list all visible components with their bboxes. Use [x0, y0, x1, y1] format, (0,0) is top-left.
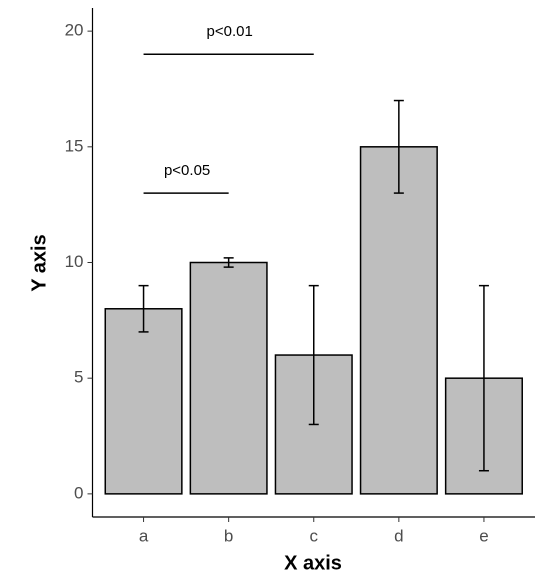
significance-label: p<0.05 — [164, 162, 210, 179]
y-tick-label: 20 — [65, 21, 84, 40]
bar — [104, 308, 183, 495]
x-tick-label: c — [310, 526, 319, 545]
y-tick-label: 5 — [74, 368, 83, 387]
x-tick-label: d — [394, 526, 403, 545]
x-tick-label: a — [139, 526, 149, 545]
x-axis-title: X axis — [284, 552, 342, 574]
bar — [359, 146, 438, 495]
y-tick-label: 0 — [74, 483, 83, 502]
significance-label: p<0.01 — [207, 23, 253, 40]
y-tick-label: 15 — [65, 136, 84, 155]
y-axis-title: Y axis — [28, 234, 50, 291]
x-tick-label: b — [224, 526, 233, 545]
y-tick-label: 10 — [65, 252, 84, 271]
bar — [189, 261, 268, 495]
x-tick-label: e — [479, 526, 488, 545]
